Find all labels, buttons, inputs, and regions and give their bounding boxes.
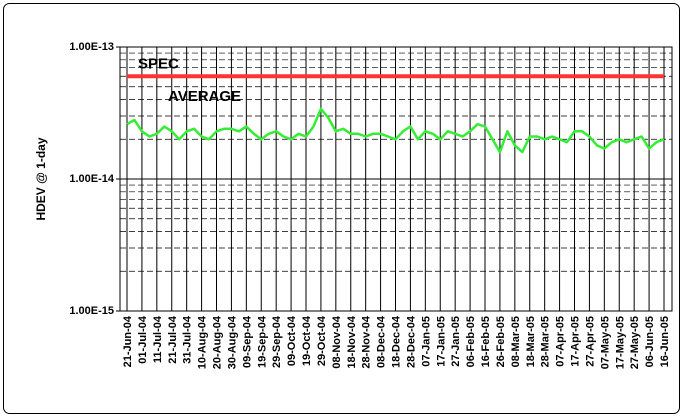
x-tick-label: 18-Mar-05	[525, 316, 537, 367]
x-tick-label: 07-May-05	[599, 316, 611, 369]
x-tick-label: 07-Apr-05	[555, 316, 567, 367]
x-tick-label: 20-Aug-04	[212, 315, 224, 369]
x-tick-label: 28-Dec-04	[405, 315, 417, 368]
x-tick-label: 31-Jul-04	[182, 315, 194, 364]
x-tick-label: 17-May-05	[614, 316, 626, 369]
x-tick-label: 07-Jan-05	[420, 316, 432, 367]
y-tick-label: 1.00E-14	[69, 173, 115, 185]
x-tick-label: 21-Jul-04	[167, 315, 179, 364]
x-tick-label: 18-Dec-04	[391, 315, 403, 368]
y-axis-label: HDEV @ 1-day	[34, 137, 48, 220]
x-tick-label: 16-Feb-05	[480, 316, 492, 367]
x-tick-label: 06-Jun-05	[644, 316, 656, 367]
plot-area	[119, 46, 673, 312]
x-tick-label: 19-Sep-04	[256, 315, 268, 368]
x-tick-label: 28-Nov-04	[361, 315, 373, 368]
x-tick-label: 18-Nov-04	[346, 315, 358, 368]
x-tick-label: 30-Aug-04	[226, 315, 238, 369]
x-tick-label: 26-Feb-05	[495, 316, 507, 367]
series-line	[126, 107, 665, 154]
x-tick-label: 27-Apr-05	[584, 316, 596, 367]
x-tick-label: 21-Jun-04	[122, 315, 134, 367]
x-tick-label: 27-May-05	[629, 316, 641, 369]
x-tick-label: 19-Oct-04	[301, 315, 313, 366]
x-tick-label: 16-Jun-05	[659, 316, 671, 367]
x-tick-label: 29-Sep-04	[271, 315, 283, 368]
x-tick-label: 08-Nov-04	[331, 315, 343, 368]
x-tick-label: 06-Feb-05	[465, 316, 477, 367]
x-tick-label: 09-Oct-04	[286, 315, 298, 366]
x-tick-label: 08-Mar-05	[510, 316, 522, 367]
x-tick-label: 28-Mar-05	[540, 316, 552, 367]
x-tick-label: 10-Aug-04	[197, 315, 209, 369]
x-tick-label: 08-Dec-04	[376, 315, 388, 368]
x-tick-label: 09-Sep-04	[241, 315, 253, 368]
x-tick-label: 11-Jul-04	[152, 315, 164, 363]
y-tick-label: 1.00E-15	[69, 305, 114, 317]
x-tick-label: 17-Jan-05	[435, 316, 447, 367]
series-label: SPEC	[138, 55, 179, 72]
x-tick-label: 01-Jul-04	[137, 315, 149, 364]
x-tick-label: 27-Jan-05	[450, 316, 462, 367]
x-tick-label: 17-Apr-05	[570, 316, 582, 367]
x-tick-label: 29-Oct-04	[316, 315, 328, 366]
y-tick-label: 1.00E-13	[69, 41, 114, 53]
series-label: AVERAGE	[168, 88, 241, 105]
